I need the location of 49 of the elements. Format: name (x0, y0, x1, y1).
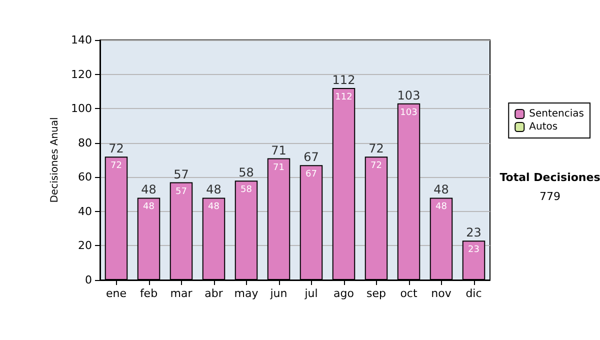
x-tick-label: may (234, 287, 259, 300)
legend-label: Sentencias (529, 108, 584, 120)
x-tick-label: oct (400, 287, 418, 300)
y-tick-label: 0 (85, 274, 92, 286)
x-tick-label: ago (334, 287, 354, 300)
x-tick-label: nov (431, 287, 452, 300)
x-tick-label: abr (204, 287, 224, 300)
data-label: 71 (273, 162, 284, 173)
data-label: 48 (436, 202, 448, 212)
x-tick-label: sep (366, 287, 386, 300)
y-tick-label: 60 (78, 170, 92, 184)
data-label: 103 (400, 108, 418, 118)
y-tick-label: 80 (78, 136, 92, 150)
data-label: 72 (110, 161, 122, 172)
text: 779 (540, 190, 560, 203)
total-label: 71 (271, 143, 286, 158)
total-label: 58 (238, 166, 254, 180)
y-tick-label: 140 (71, 34, 92, 46)
total-label: 48 (141, 182, 156, 197)
total-label: 48 (434, 182, 449, 197)
x-tick-label: mar (170, 287, 193, 300)
data-label: 48 (208, 202, 220, 212)
legend-label: Autos (529, 122, 558, 132)
total-label: 72 (108, 142, 124, 156)
data-label: 112 (335, 92, 352, 102)
total-label: 112 (332, 73, 356, 87)
x-tick-label: feb (140, 287, 158, 300)
data-label: 23 (468, 245, 480, 256)
y-tick-label: 120 (71, 68, 92, 81)
x-tick-label: ene (106, 287, 127, 300)
total-label: 103 (397, 88, 420, 102)
x-tick-label: dic (466, 287, 482, 300)
data-label: 57 (176, 186, 187, 197)
y-tick-label: 100 (71, 102, 92, 116)
y-tick-label: 40 (78, 204, 92, 218)
total-label: 67 (304, 150, 319, 164)
text: Total Decisiones (500, 171, 600, 184)
total-label: 57 (174, 167, 189, 182)
data-label: 58 (240, 185, 252, 196)
x-tick-label: jun (269, 287, 288, 300)
data-label: 72 (370, 161, 382, 172)
data-label: 67 (306, 170, 317, 180)
total-label: 72 (368, 142, 384, 156)
total-label: 48 (206, 182, 222, 197)
y-axis-title: Decisiones Anual (50, 117, 61, 203)
x-tick-label: jul (304, 287, 318, 300)
total-label: 23 (466, 226, 482, 240)
data-label: 48 (143, 202, 155, 212)
y-tick-label: 20 (78, 239, 92, 252)
